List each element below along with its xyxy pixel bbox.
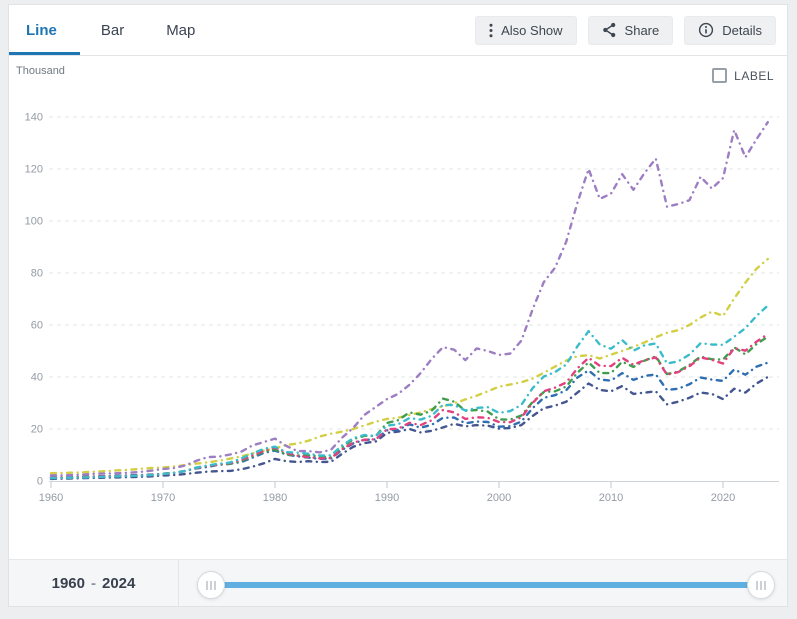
svg-text:2020: 2020: [711, 492, 735, 504]
label-checkbox-text: LABEL: [734, 68, 774, 83]
details-label: Details: [722, 22, 762, 38]
slider-handle-right[interactable]: [747, 571, 775, 599]
chart-widget-panel: Line Bar Map Also Show: [8, 4, 788, 607]
share-label: Share: [624, 22, 660, 38]
tab-map[interactable]: Map: [166, 21, 196, 39]
svg-text:40: 40: [31, 372, 43, 384]
svg-text:1970: 1970: [151, 492, 175, 504]
time-range-slider[interactable]: [179, 560, 787, 606]
range-end-year: 2024: [102, 574, 136, 592]
svg-text:0: 0: [37, 476, 43, 488]
also-show-label: Also Show: [501, 22, 563, 38]
share-icon: [602, 22, 617, 38]
svg-text:100: 100: [25, 216, 43, 228]
range-start-year: 1960: [51, 574, 85, 592]
svg-text:1990: 1990: [375, 492, 399, 504]
time-range-label: 1960 - 2024: [9, 560, 179, 606]
header-actions: Also Show Share: [475, 5, 787, 55]
svg-text:1960: 1960: [39, 492, 63, 504]
tab-bar[interactable]: Bar: [100, 21, 125, 39]
info-icon: [698, 22, 714, 38]
kebab-icon: [489, 23, 493, 38]
svg-text:60: 60: [31, 320, 43, 332]
share-button[interactable]: Share: [587, 15, 674, 45]
view-tabs: Line Bar Map: [9, 5, 216, 55]
slider-track[interactable]: [211, 582, 761, 588]
range-separator: -: [91, 574, 96, 592]
also-show-button[interactable]: Also Show: [475, 15, 577, 45]
line-chart[interactable]: 0 20 40 60 80 100 120 140 1960 1970 1980 1990 2000 20…: [9, 56, 789, 556]
svg-text:80: 80: [31, 268, 43, 280]
svg-text:20: 20: [31, 424, 43, 436]
svg-text:120: 120: [25, 164, 43, 176]
header-bar: Line Bar Map Also Show: [9, 5, 787, 56]
label-checkbox[interactable]: [712, 68, 728, 83]
time-range-bar: 1960 - 2024: [9, 559, 787, 606]
svg-text:140: 140: [25, 112, 43, 124]
svg-text:2000: 2000: [487, 492, 511, 504]
details-button[interactable]: Details: [684, 15, 776, 45]
svg-text:2010: 2010: [599, 492, 623, 504]
svg-text:1980: 1980: [263, 492, 287, 504]
label-toggle[interactable]: LABEL: [712, 68, 774, 83]
slider-handle-left[interactable]: [197, 571, 225, 599]
tab-line[interactable]: Line: [9, 5, 80, 55]
y-axis-unit-label: Thousand: [16, 65, 65, 77]
